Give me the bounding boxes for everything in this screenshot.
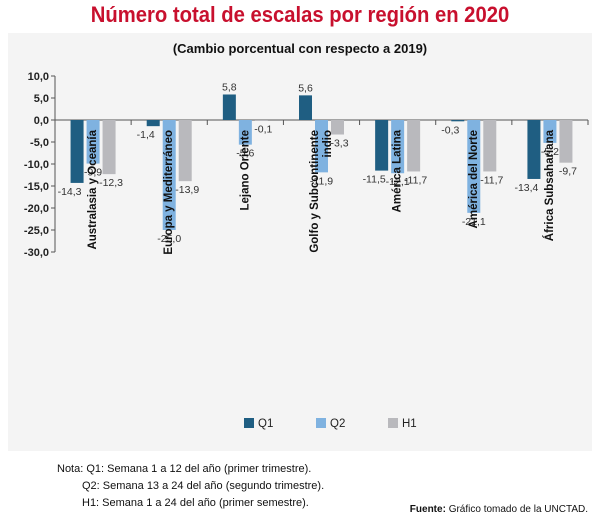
bar-q1 [375,120,389,171]
note-q2: Q2: Semana 13 a 24 del año (segundo trim… [82,480,325,492]
data-label: -21,1 [462,216,486,228]
y-tick-label: -10,0 [24,159,49,171]
y-tick-label: 10,0 [28,71,49,83]
legend-swatch-q1 [244,418,254,428]
bar-h1 [559,120,573,163]
legend-label-h1: H1 [402,418,417,430]
bar-q2 [238,120,252,145]
data-label: 5,8 [222,81,237,93]
source-label: Fuente: [409,504,446,515]
category-label: África Subsahariana [543,129,556,241]
bar-h1 [254,120,268,121]
bar-q2 [86,120,100,164]
data-label: -11,7 [480,174,503,186]
category-label: Lejano Oriente [239,130,251,211]
data-label: -1,4 [137,129,155,141]
bar-q1 [70,120,84,183]
data-label: -25,0 [157,233,181,245]
source-credit: Fuente: Gráfico tomado de la UNCTAD. [410,504,588,515]
data-label: -11,7 [404,174,427,186]
data-label: -0,3 [441,124,459,136]
category-label: América Latina [392,129,404,212]
legend-swatch-h1 [388,418,398,428]
category-label: Golfo y Subcontinente [309,130,321,253]
data-label: -12,3 [99,177,123,189]
y-tick-label: -20,0 [24,203,49,215]
y-tick-label: -25,0 [24,225,49,237]
data-label: -11,5 [363,174,386,186]
bar-q1 [527,120,541,179]
bar-h1 [178,120,192,182]
bar-chart: 10,0 5,0 0,0 -5,0 -10,0 -15,0 -20,0 -25,0 -30,0 -… [24,71,589,430]
category-label: indio [322,130,334,157]
category-label: Europa y Mediterráneo [163,130,175,255]
data-label: -5,6 [236,148,254,160]
page-title: Número total de escalas por región en 20… [90,2,510,27]
legend-swatch-q2 [316,418,326,428]
bar-q2 [543,120,557,143]
data-label: -12,1 [386,176,410,188]
bar-q2 [467,120,481,213]
y-tick-label: 0,0 [34,115,49,127]
bar-q1 [146,120,160,127]
note-h1: H1: Semana 1 a 24 del año (primer semest… [82,497,309,509]
data-label: 5,6 [298,82,313,94]
y-tick-label: -30,0 [24,247,49,259]
bar-q2 [391,120,405,174]
data-label: -0,1 [254,123,272,135]
y-tick-label: -5,0 [30,137,49,149]
bar-h1 [102,120,116,175]
data-label: -5,2 [541,146,559,158]
legend-label-q1: Q1 [258,418,273,430]
bar-h1 [483,120,497,172]
y-tick-label: 5,0 [34,93,49,105]
data-label: -9,7 [559,166,577,178]
bar-q1 [222,94,236,120]
bar-h1 [407,120,421,172]
notes: Nota: Q1: Semana 1 a 12 del año (primer … [57,461,324,512]
data-label: -13,9 [175,184,199,196]
data-label: -11,9 [310,175,333,187]
bar-q2 [162,120,176,230]
bar-h1 [331,120,344,135]
source-text: Gráfico tomado de la UNCTAD. [448,504,588,515]
data-label: -13,4 [514,182,538,194]
bar-q1 [451,120,465,122]
data-label: -9,9 [84,167,102,179]
legend-label-q2: Q2 [330,418,345,430]
data-label: -3,3 [330,138,348,150]
chart-subtitle: (Cambio porcentual con respecto a 2019) [172,41,428,56]
bar-q1 [299,95,312,120]
bar-q2 [315,120,328,173]
y-tick-label: -15,0 [24,181,49,193]
category-label: América del Norte [468,130,480,228]
note-q1: Nota: Q1: Semana 1 a 12 del año (primer … [57,463,312,475]
category-label: Australasia y Oceanía [87,129,99,249]
data-label: -14,3 [58,186,82,198]
